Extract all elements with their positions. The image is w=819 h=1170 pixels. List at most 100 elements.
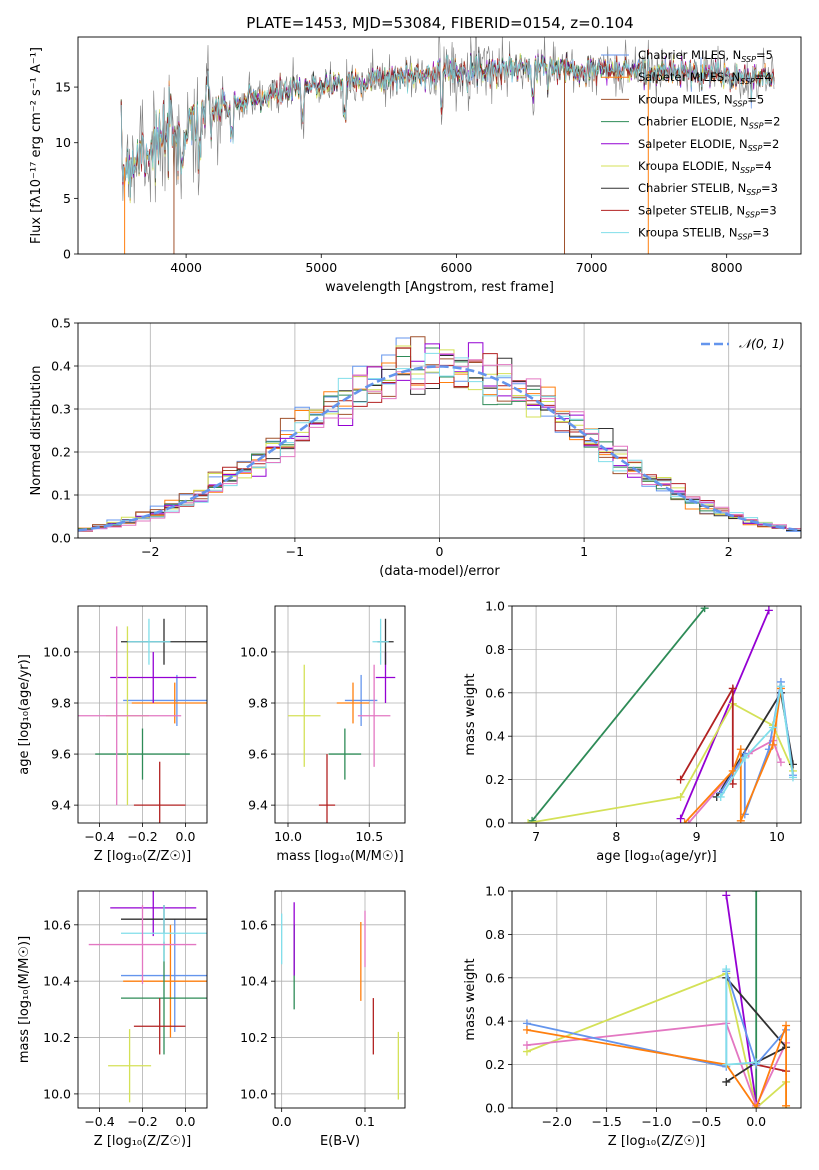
mass_age-xlabel: mass [log₁₀(M/M☉)] [276, 849, 403, 864]
z_weight-frame [511, 890, 802, 1109]
weight-marker [676, 775, 685, 784]
y-tick-label: 0.6 [485, 685, 505, 700]
weight-marker [752, 891, 761, 895]
age_weight-frame [511, 605, 802, 824]
y-tick-label: 0.0 [485, 816, 505, 831]
x-tick-label: 7 [532, 829, 540, 844]
error-point [372, 618, 389, 665]
y-tick-label: 0.2 [485, 1057, 505, 1072]
y-tick-label: 0.4 [485, 1014, 505, 1029]
weight-marker [676, 792, 685, 801]
y-tick-label: 0.4 [51, 359, 71, 374]
age_weight-ylabel: mass weight [463, 673, 478, 755]
error-point [357, 664, 391, 767]
legend-label: Kroupa STELIB, NSSP=3 [638, 226, 769, 242]
error-point [110, 891, 197, 937]
ebv_mass-axes: 0.0 0.1 10.0 10.2 10.4 10.6 [240, 891, 405, 1129]
x-tick-label: −2.0 [542, 1114, 572, 1129]
y-tick-label: 10.4 [240, 974, 268, 989]
residual-legend: 𝒩(0, 1) [701, 336, 785, 351]
x-tick-label: 5000 [305, 260, 337, 275]
weight-line [687, 739, 782, 823]
weight-marker [768, 740, 777, 749]
y-tick-label: 15 [55, 80, 71, 95]
weight-series [680, 684, 785, 823]
residual-hists [78, 336, 801, 532]
y-tick-label: 0.2 [485, 772, 505, 787]
x-tick-label: 8 [612, 829, 620, 844]
error-point [123, 674, 207, 726]
y-tick-label: 0.6 [485, 970, 505, 985]
weight-marker [768, 723, 777, 732]
x-tick-label: −1.5 [591, 1114, 621, 1129]
weight-series [722, 891, 761, 1108]
z_weight-xlabel: Z [log₁₀(Z/Z☉)] [608, 1134, 705, 1149]
x-tick-label: 0.0 [746, 1114, 766, 1129]
x-tick-label: 8000 [711, 260, 743, 275]
error-point [121, 905, 207, 962]
weight-series [716, 677, 797, 819]
error-point [110, 651, 197, 704]
y-tick-label: 10.0 [240, 644, 268, 659]
y-tick-label: 10.0 [240, 1086, 268, 1101]
legend-label: Chabrier STELIB, NSSP=3 [638, 181, 778, 197]
y-tick-label: 1.0 [485, 884, 505, 899]
weight-series [528, 606, 709, 823]
weight-marker [700, 606, 709, 613]
error-point [78, 626, 182, 806]
weight-line [683, 688, 782, 823]
weight-marker [752, 1104, 761, 1108]
error-point [344, 674, 378, 726]
x-tick-label: −0.4 [84, 1114, 114, 1129]
legend-label: Kroupa ELODIE, NSSP=4 [638, 159, 772, 175]
z_age-points [78, 618, 207, 823]
weight-marker [728, 766, 737, 775]
z_mass-points [88, 891, 207, 1103]
ebv_mass-xlabel: E(B-V) [320, 1134, 360, 1149]
x-tick-label: 0 [436, 544, 444, 559]
weight-marker [788, 773, 797, 782]
mass_age-frame [274, 605, 406, 824]
x-tick-label: 6000 [440, 260, 472, 275]
x-tick-label: 0.0 [176, 1114, 196, 1129]
x-tick-label: 2 [725, 544, 733, 559]
mass_age-points [288, 618, 396, 823]
y-tick-label: 9.8 [248, 696, 268, 711]
spectrum-lines [120, 37, 775, 254]
weight-marker [728, 684, 737, 693]
weight-series [722, 965, 761, 1069]
weight-line [527, 702, 794, 823]
age_weight-xlabel: age [log₁₀(age/yr)] [596, 849, 717, 864]
y-tick-label: 0.8 [485, 927, 505, 942]
z_mass-frame [77, 890, 208, 1109]
z_age-axes: −0.4 −0.2 0.0 9.4 9.6 9.8 10.0 [43, 606, 207, 844]
mass_age-axes: 10.0 10.5 9.4 9.6 9.8 10.0 [240, 606, 405, 844]
y-tick-label: 9.6 [51, 747, 71, 762]
z_weight-ylabel: mass weight [463, 958, 478, 1040]
residuals-ylabel: Normed distribution [29, 366, 44, 496]
age_weight-series [524, 606, 797, 823]
weight-line [725, 977, 788, 1083]
error-point [336, 682, 370, 724]
weight-marker [528, 816, 537, 823]
weight-marker [776, 758, 785, 767]
weight-marker [728, 779, 737, 788]
weight-marker [776, 682, 785, 691]
weight-marker [782, 1021, 791, 1030]
residuals-axes: −2 −1 0 1 2 0.0 0.1 0.2 0.3 0.4 0.5 [51, 316, 801, 559]
weight-marker [716, 792, 725, 801]
x-tick-label: 4000 [170, 260, 202, 275]
normal-curve [78, 365, 801, 532]
ebv_mass-frame [274, 890, 406, 1109]
x-tick-label: −0.2 [127, 829, 157, 844]
error-point [121, 919, 207, 1032]
y-tick-label: 0.1 [51, 488, 71, 503]
histogram-series [78, 353, 801, 532]
y-tick-label: 10.6 [240, 917, 268, 932]
weight-marker [522, 1041, 531, 1050]
weight-marker [722, 1060, 731, 1069]
y-tick-label: 1.0 [485, 599, 505, 614]
y-tick-label: 0.5 [51, 316, 71, 331]
